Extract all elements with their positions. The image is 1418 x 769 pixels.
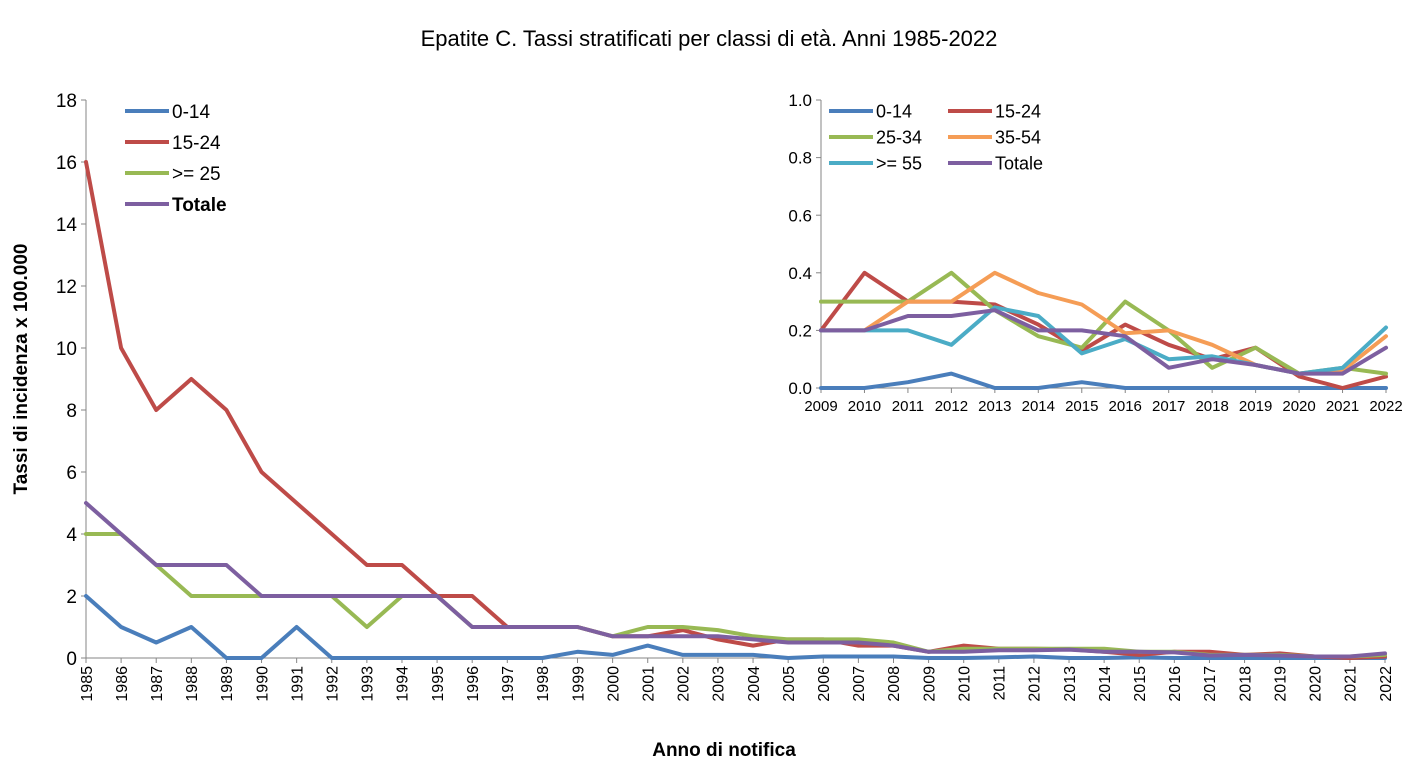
main-x-tick-label: 2020 xyxy=(1308,666,1325,702)
main-legend-label: 0-14 xyxy=(172,102,210,123)
main-x-tick-label: 2019 xyxy=(1272,666,1289,702)
main-x-tick-label: 2014 xyxy=(1097,666,1114,702)
inset-series-line-0 xyxy=(819,371,1388,390)
x-axis-label: Anno di notifica xyxy=(652,740,796,761)
inset-x-tick-label: 2018 xyxy=(1195,398,1228,415)
inset-x-tick-label: 2021 xyxy=(1326,398,1359,415)
inset-y-tick-label: 0.4 xyxy=(788,264,812,283)
main-x-tick-label: 2016 xyxy=(1167,666,1184,702)
main-y-tick-label: 2 xyxy=(66,587,77,608)
main-x-tick-label: 2004 xyxy=(746,666,763,702)
inset-x-tick-label: 2014 xyxy=(1022,398,1055,415)
inset-series-line-2 xyxy=(819,270,1388,376)
main-x-tick-label: 1994 xyxy=(395,666,412,702)
main-legend-label: 15-24 xyxy=(172,133,221,154)
main-x-tick-label: 2013 xyxy=(1062,666,1079,702)
main-x-tick-label: 2003 xyxy=(711,666,728,702)
inset-x-tick-label: 2022 xyxy=(1369,398,1402,415)
inset-x-tick-label: 2016 xyxy=(1109,398,1142,415)
inset-plot: 0.0 0.2 0.4 0.6 0.8 1.0 2009 2010 2011 2012 2013 20… xyxy=(788,91,1402,415)
main-x-tick-label: 1986 xyxy=(114,666,131,702)
main-x-tick-label: 2012 xyxy=(1027,666,1044,702)
main-legend-label: Totale xyxy=(172,195,227,216)
inset-x-tick-label: 2020 xyxy=(1282,398,1315,415)
main-plot: 0 2 4 6 8 10 12 14 16 18 1985 1986 1987 1988 1989 1990 1… xyxy=(56,91,1395,702)
inset-y-tick-label: 0.8 xyxy=(788,149,812,168)
main-y-tick-label: 18 xyxy=(56,91,77,112)
main-x-tick-label: 2022 xyxy=(1378,666,1395,702)
inset-y-tick-label: 0.0 xyxy=(788,379,812,398)
inset-legend-label: 0-14 xyxy=(876,101,912,121)
main-x-tick-label: 2010 xyxy=(956,666,973,702)
inset-x-tick-label: 2017 xyxy=(1152,398,1185,415)
inset-x-tick-label: 2010 xyxy=(848,398,881,415)
main-x-tick-label: 1993 xyxy=(360,666,377,702)
main-y-tick-label: 12 xyxy=(56,277,77,298)
inset-x-tick-label: 2013 xyxy=(978,398,1011,415)
main-y-tick-label: 6 xyxy=(66,463,77,484)
main-x-tick-label: 1988 xyxy=(184,666,201,702)
inset-y-tick-label: 0.6 xyxy=(788,206,812,225)
main-x-tick-label: 1997 xyxy=(500,666,517,702)
main-y-tick-label: 16 xyxy=(56,153,77,174)
main-x-tick-label: 2017 xyxy=(1202,666,1219,702)
main-x-tick-label: 1996 xyxy=(465,666,482,702)
main-x-tick-label: 1985 xyxy=(79,666,96,702)
main-x-tick-label: 1991 xyxy=(289,666,306,702)
main-x-tick-label: 2002 xyxy=(676,666,693,702)
main-x-tick-label: 2006 xyxy=(816,666,833,702)
main-x-tick-label: 2011 xyxy=(992,666,1009,701)
inset-x-tick-label: 2011 xyxy=(892,398,924,415)
main-y-tick-label: 10 xyxy=(56,339,77,360)
main-x-tick-label: 1990 xyxy=(254,666,271,702)
main-x-tick-label: 2005 xyxy=(781,666,798,702)
main-x-tick-label: 2008 xyxy=(886,666,903,702)
main-y-tick-label: 4 xyxy=(66,525,77,546)
inset-legend-label: 15-24 xyxy=(995,101,1041,121)
main-x-tick-label: 1987 xyxy=(149,666,166,702)
inset-x-tick-label: 2009 xyxy=(804,398,837,415)
main-y-tick-label: 8 xyxy=(66,401,77,422)
inset-legend-label: >= 55 xyxy=(876,153,922,173)
inset-y-tick-label: 0.2 xyxy=(788,322,812,341)
inset-x-tick-label: 2015 xyxy=(1065,398,1098,415)
main-y-tick-label: 0 xyxy=(66,649,77,670)
main-x-tick-label: 1999 xyxy=(570,666,587,702)
main-series-line-3 xyxy=(84,501,1387,659)
main-x-tick-label: 1998 xyxy=(535,666,552,702)
inset-x-tick-label: 2019 xyxy=(1239,398,1272,415)
chart-title: Epatite C. Tassi stratificati per classi… xyxy=(421,26,998,51)
y-axis-label: Tassi di incidenza x 100.000 xyxy=(11,244,32,495)
inset-series-line-5 xyxy=(819,308,1388,376)
inset-y-tick-label: 1.0 xyxy=(788,91,812,110)
main-x-tick-label: 2007 xyxy=(851,666,868,702)
main-x-tick-label: 2015 xyxy=(1132,666,1149,702)
main-legend-label: >= 25 xyxy=(172,164,221,185)
main-x-tick-label: 2009 xyxy=(921,666,938,702)
main-x-tick-label: 2021 xyxy=(1343,666,1360,702)
inset-legend-label: 35-54 xyxy=(995,127,1041,147)
inset-legend-label: Totale xyxy=(995,153,1043,173)
main-series-line-1 xyxy=(84,160,1387,660)
main-series-line-0 xyxy=(84,594,1387,660)
inset-legend-label: 25-34 xyxy=(876,127,922,147)
main-x-tick-label: 1989 xyxy=(219,666,236,702)
main-y-tick-label: 14 xyxy=(56,215,78,236)
main-x-tick-label: 1992 xyxy=(325,666,342,702)
main-x-tick-label: 1995 xyxy=(430,666,447,702)
main-x-tick-label: 2018 xyxy=(1237,666,1254,702)
inset-x-tick-label: 2012 xyxy=(935,398,968,415)
main-x-tick-label: 2000 xyxy=(605,666,622,702)
main-x-tick-label: 2001 xyxy=(640,666,657,702)
